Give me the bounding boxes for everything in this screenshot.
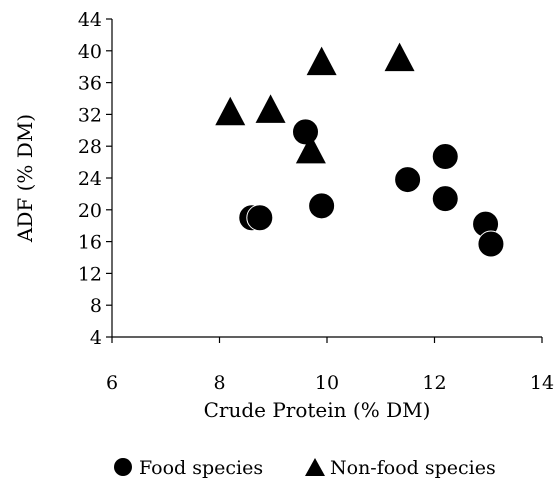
food-species-point xyxy=(246,204,274,232)
x-tick-label: 8 xyxy=(213,372,225,394)
non-food-species-point xyxy=(215,96,246,126)
legend: Food species Non-food species xyxy=(114,457,496,479)
non-food-species-point xyxy=(306,46,337,76)
legend-nonfood-marker xyxy=(305,458,325,476)
non-food-species-point xyxy=(295,134,326,164)
x-tick-label: 12 xyxy=(422,372,446,394)
x-axis-ticks: 6 8 10 12 14 xyxy=(106,337,554,394)
legend-nonfood-label: Non-food species xyxy=(330,457,496,479)
y-tick-label: 20 xyxy=(78,200,102,222)
y-tick-label: 16 xyxy=(78,232,102,254)
y-axis-ticks: 4 8 12 16 20 24 28 32 36 40 44 xyxy=(78,9,112,349)
y-tick-label: 44 xyxy=(78,9,102,31)
food-species-point xyxy=(394,166,422,194)
food-species-point xyxy=(431,143,459,171)
x-tick-label: 10 xyxy=(315,372,339,394)
y-tick-label: 24 xyxy=(78,168,102,190)
y-tick-label: 32 xyxy=(78,104,102,126)
x-axis-label: Crude Protein (% DM) xyxy=(204,398,431,422)
y-tick-label: 8 xyxy=(90,295,102,317)
food-species-point xyxy=(477,230,505,258)
data-points xyxy=(215,42,505,258)
y-tick-label: 28 xyxy=(78,136,102,158)
y-tick-label: 36 xyxy=(78,73,102,95)
x-tick-label: 6 xyxy=(106,372,118,394)
y-tick-label: 4 xyxy=(90,327,102,349)
y-tick-label: 40 xyxy=(78,41,102,63)
legend-food-marker xyxy=(114,458,132,476)
non-food-species-point xyxy=(384,42,415,72)
food-species-point xyxy=(308,192,336,220)
y-axis-label: ADF (% DM) xyxy=(13,114,37,243)
x-tick-label: 14 xyxy=(530,372,554,394)
non-food-species-point xyxy=(255,94,286,123)
food-species-point xyxy=(431,185,459,213)
legend-food-label: Food species xyxy=(139,457,263,479)
y-tick-label: 12 xyxy=(78,263,102,285)
food-species-point xyxy=(292,118,319,146)
